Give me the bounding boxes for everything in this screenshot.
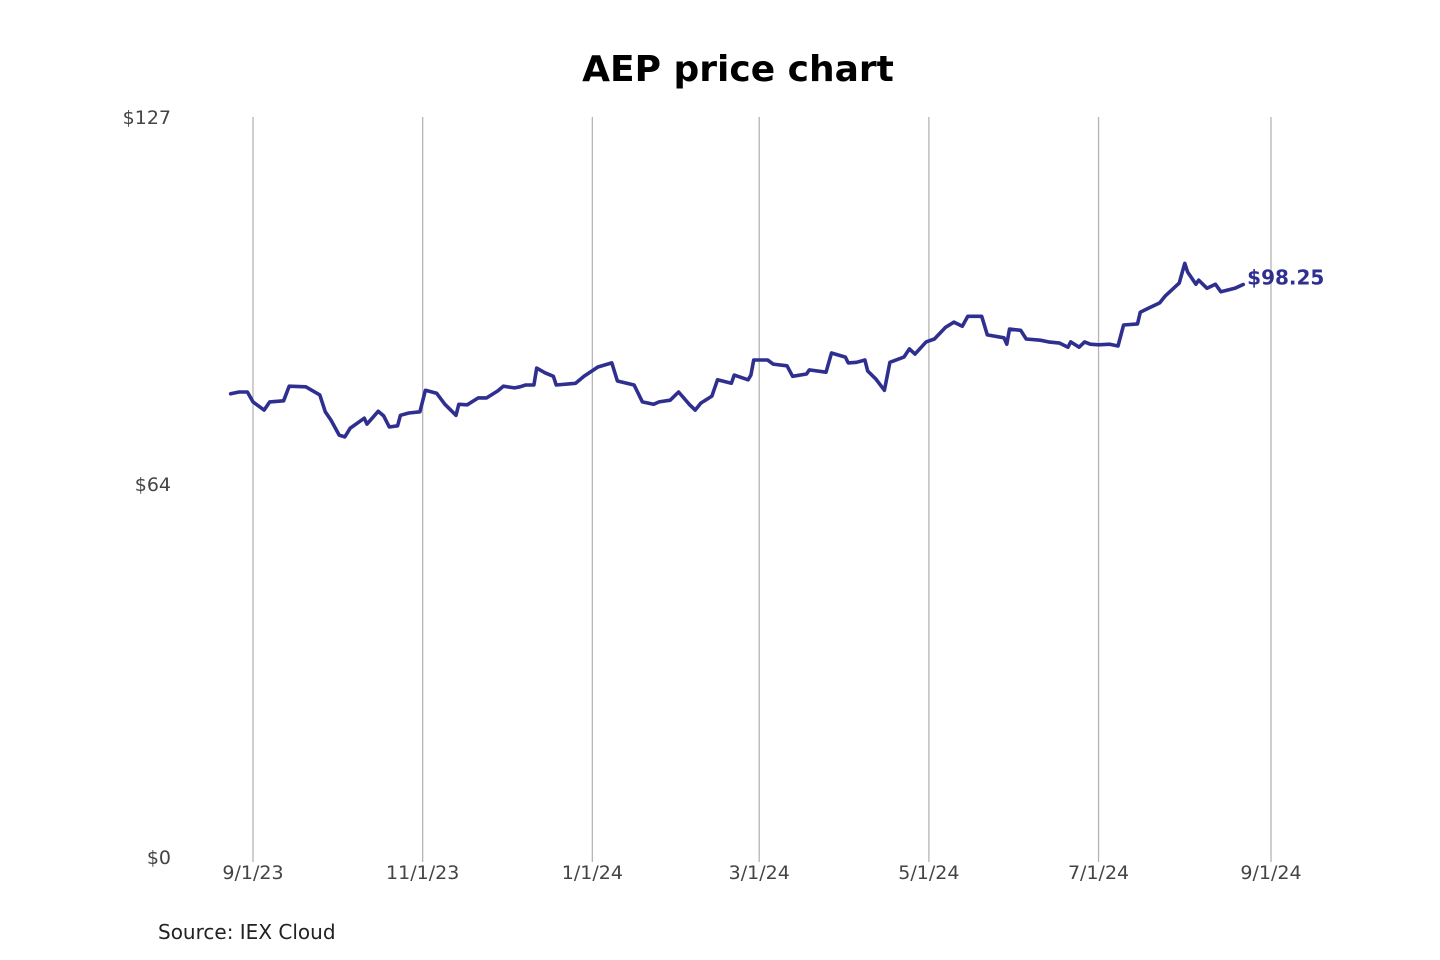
x-tick-label: 5/1/24 <box>898 862 959 884</box>
y-axis-ticks: $0 $64 $127 <box>123 107 171 869</box>
x-tick-label: 9/1/23 <box>222 862 283 884</box>
source-note: Source: IEX Cloud <box>158 920 336 944</box>
last-value-label: $98.25 <box>1247 266 1324 290</box>
x-axis-ticks: 9/1/23 11/1/23 1/1/24 3/1/24 5/1/24 7/1/24 9/1… <box>222 862 1301 884</box>
y-tick-label: $0 <box>147 847 171 869</box>
gridlines <box>252 117 1272 862</box>
x-tick-label: 7/1/24 <box>1068 862 1129 884</box>
x-tick-label: 3/1/24 <box>729 862 790 884</box>
y-tick-label: $64 <box>135 474 171 496</box>
x-tick-label: 1/1/24 <box>562 862 623 884</box>
chart-title: AEP price chart <box>582 49 894 90</box>
y-tick-label: $127 <box>123 107 171 129</box>
x-tick-label: 9/1/24 <box>1240 862 1301 884</box>
series-line-aep <box>228 261 1245 439</box>
x-tick-label: 11/1/23 <box>386 862 459 884</box>
